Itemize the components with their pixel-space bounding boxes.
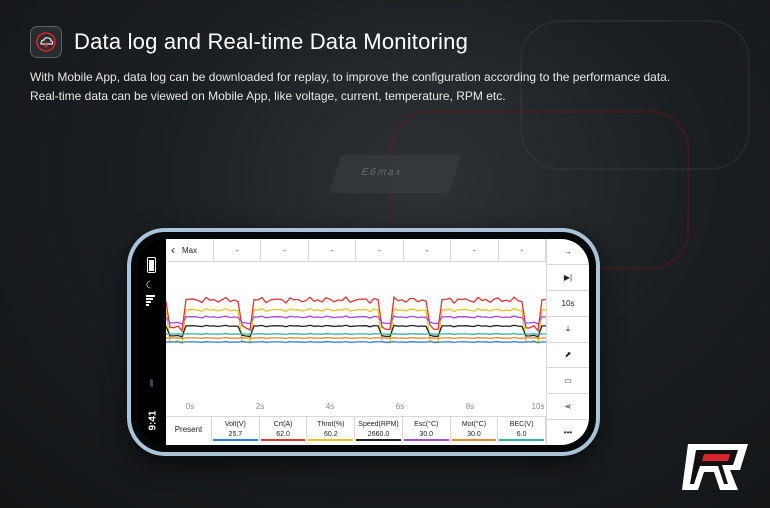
background-frame: [520, 20, 750, 170]
x-tick: 6s: [395, 402, 405, 411]
max-speed: -: [356, 239, 404, 261]
max-motor-temp: -: [451, 239, 499, 261]
readout-throttle[interactable]: Throt(%) 60.2: [307, 417, 356, 441]
color-bar: [213, 439, 258, 441]
x-tick: 0s: [185, 402, 195, 411]
x-axis: 0s 2s 4s 6s 8s 10s: [166, 396, 546, 416]
max-bec: -: [499, 239, 546, 261]
esc-temp-trace: [166, 315, 546, 325]
bec-trace: [166, 332, 546, 336]
phone-bezel: ◠ 9:41 ‹ Max - - - - - - -: [131, 232, 596, 452]
readout-speed[interactable]: Speed(RPM) 2660.0: [355, 417, 403, 441]
color-bar: [356, 439, 401, 441]
status-time: 9:41: [147, 410, 159, 431]
readout-label: Esc(°C): [414, 420, 439, 428]
max-volt: -: [214, 239, 262, 261]
readout-value: 30.0: [419, 430, 434, 438]
download-icon[interactable]: ⤓: [547, 317, 589, 343]
color-bar: [451, 439, 497, 441]
x-tick: 10s: [531, 402, 545, 411]
data-plot[interactable]: [166, 262, 546, 396]
interval-button[interactable]: 10s: [547, 291, 589, 317]
export-icon[interactable]: ⬈: [547, 343, 589, 369]
readout-label: Throt(%): [317, 420, 345, 428]
throttle-trace: [166, 307, 546, 345]
readout-volt[interactable]: Volt(V) 25.7: [212, 417, 260, 441]
header: Data log and Real-time Data Monitoring W…: [30, 26, 750, 106]
color-bar: [403, 439, 449, 441]
page-title: Data log and Real-time Data Monitoring: [74, 29, 469, 54]
folder-icon[interactable]: ▭: [547, 368, 589, 395]
readout-value: 62.0: [276, 430, 290, 438]
max-label: Max: [180, 239, 214, 261]
x-tick: 4s: [325, 402, 335, 411]
current-trace: [166, 295, 546, 333]
color-bar: [308, 439, 354, 441]
readout-label: Crt(A): [273, 420, 293, 428]
color-bar: [499, 439, 545, 441]
back-icon[interactable]: ‹: [171, 243, 175, 257]
title-row: Data log and Real-time Data Monitoring: [30, 26, 750, 58]
readout-label: BEC(V): [509, 420, 534, 428]
share-icon[interactable]: ⋖: [547, 394, 589, 421]
readout-motor-temp[interactable]: Mot(°C) 30.0: [451, 417, 499, 441]
readout-value: 6.0: [516, 430, 527, 438]
background-esc-unit: E6max: [328, 155, 462, 193]
forward-arrow-icon[interactable]: →: [547, 239, 589, 265]
x-tick: 2s: [255, 402, 265, 411]
status-indicator: [150, 379, 153, 387]
status-bar: ◠ 9:41: [138, 239, 166, 445]
wifi-icon: ◠: [144, 280, 156, 289]
background-chip-text: E6max: [359, 167, 405, 178]
volt-trace: [166, 340, 546, 344]
motor-temp-trace: [166, 336, 546, 340]
r-brand-logo: [682, 444, 748, 490]
tool-sidebar: → ▶| 10s ⤓ ⬈ ▭ ⋖ •••: [546, 239, 589, 445]
max-value-bar: ‹ Max - - - - - - -: [166, 239, 546, 262]
description-line-2: Real-time data can be viewed on Mobile A…: [30, 89, 506, 103]
readout-value: 60.2: [323, 430, 338, 438]
present-label: Present: [166, 417, 212, 441]
readout-value: 30.0: [467, 430, 481, 438]
more-icon[interactable]: •••: [563, 428, 573, 438]
color-bar: [260, 439, 306, 441]
play-skip-icon[interactable]: ▶|: [547, 265, 589, 291]
description: With Mobile App, data log can be downloa…: [30, 68, 750, 106]
data-monitor-app: ‹ Max - - - - - - - 0s 2s 4s 6s: [166, 239, 589, 445]
readout-current[interactable]: Crt(A) 62.0: [260, 417, 308, 441]
phone-frame: ◠ 9:41 ‹ Max - - - - - - -: [127, 228, 600, 456]
readout-label: Speed(RPM): [358, 420, 399, 428]
readout-label: Mot(°C): [461, 420, 487, 428]
max-current: -: [261, 239, 309, 261]
description-line-1: With Mobile App, data log can be downloa…: [30, 70, 671, 84]
readout-esc-temp[interactable]: Esc(°C) 30.0: [403, 417, 451, 441]
max-throttle: -: [309, 239, 357, 261]
readout-value: 25.7: [228, 430, 243, 438]
battery-icon: [147, 257, 156, 273]
readout-label: Volt(V): [224, 420, 246, 428]
cloud-data-icon: [30, 26, 62, 58]
signal-icon: [146, 295, 155, 306]
phone-screen: ◠ 9:41 ‹ Max - - - - - - -: [138, 239, 589, 445]
present-readout-bar: Present Volt(V) 25.7 Crt(A) 62.0 Throt(%…: [166, 416, 547, 441]
readout-value: 2660.0: [367, 430, 390, 438]
x-tick: 8s: [465, 402, 475, 411]
max-esc-temp: -: [404, 239, 452, 261]
readout-bec[interactable]: BEC(V) 6.0: [498, 417, 547, 441]
speed-trace: [166, 324, 546, 338]
